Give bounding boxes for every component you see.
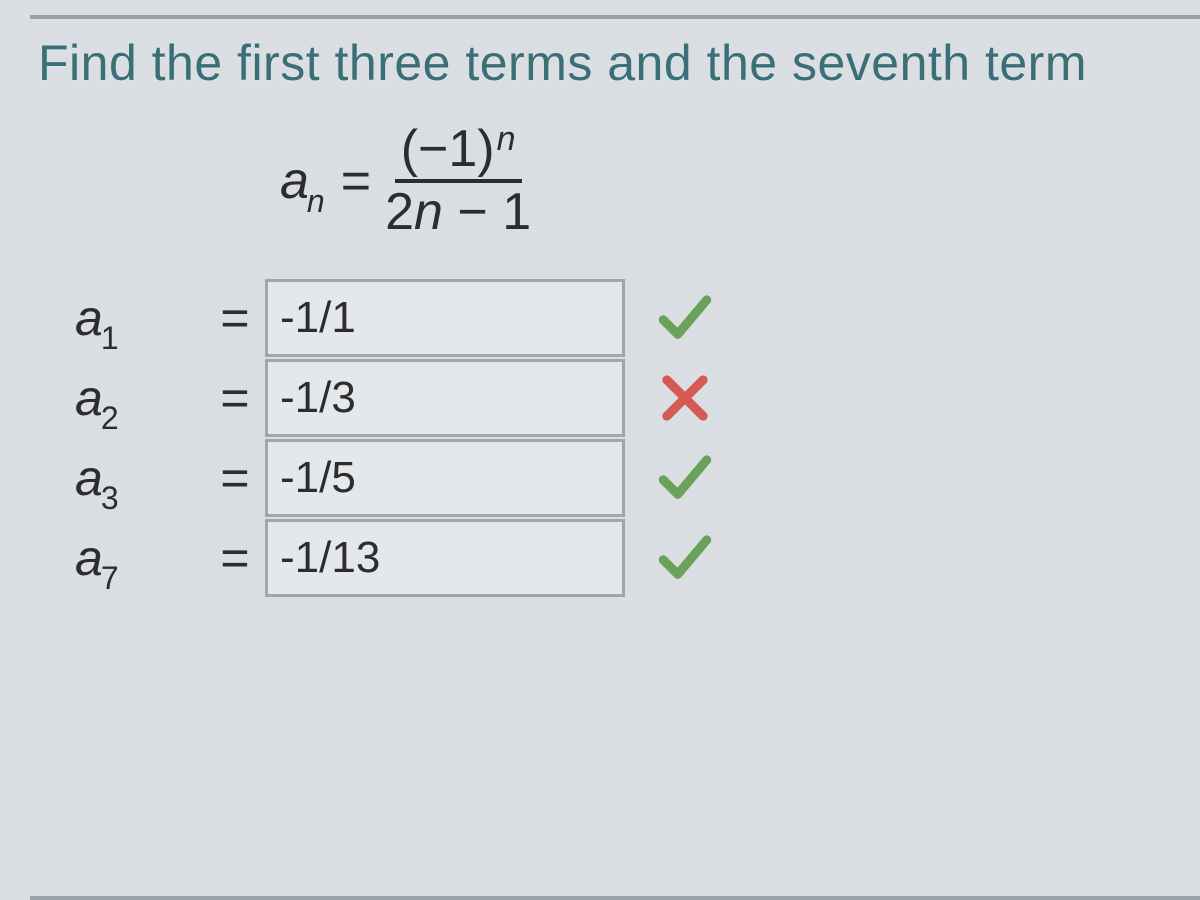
formula-equals: = (341, 155, 371, 207)
answer-row-a2: a2 = (75, 359, 1200, 437)
answers-block: a1 = a2 = a3 = (75, 279, 1200, 597)
formula-fraction: (−1)n 2n − 1 (385, 122, 531, 239)
question-frame: Find the first three terms and the seven… (30, 15, 1200, 900)
term-label-a3: a3 (75, 449, 205, 507)
answer-input-a2[interactable] (265, 359, 625, 437)
term-sub: 7 (101, 560, 119, 597)
equals-sign: = (205, 369, 265, 427)
numerator-base: (−1) (401, 120, 495, 178)
formula-lhs-sub: n (307, 185, 325, 217)
denominator-op: − (443, 183, 502, 241)
term-var: a (75, 529, 103, 587)
answer-input-a3[interactable] (265, 439, 625, 517)
term-label-a7: a7 (75, 529, 205, 587)
term-sub: 1 (101, 320, 119, 357)
check-icon (655, 288, 715, 348)
answer-row-a7: a7 = (75, 519, 1200, 597)
numerator-exponent: n (497, 120, 516, 158)
denominator-const: 1 (502, 183, 531, 241)
sequence-formula: an = (−1)n 2n − 1 (280, 122, 1200, 239)
term-label-a1: a1 (75, 289, 205, 347)
term-label-a2: a2 (75, 369, 205, 427)
formula-lhs-var: a (280, 155, 309, 207)
term-sub: 3 (101, 480, 119, 517)
answer-input-a1[interactable] (265, 279, 625, 357)
term-sub: 2 (101, 400, 119, 437)
answer-row-a1: a1 = (75, 279, 1200, 357)
question-text: Find the first three terms and the seven… (38, 34, 1200, 92)
term-var: a (75, 369, 103, 427)
equals-sign: = (205, 449, 265, 507)
check-icon (655, 528, 715, 588)
equals-sign: = (205, 529, 265, 587)
denominator-coeff: 2 (385, 183, 414, 241)
formula-denominator: 2n − 1 (385, 183, 531, 240)
check-icon (655, 448, 715, 508)
term-var: a (75, 449, 103, 507)
equals-sign: = (205, 289, 265, 347)
answer-row-a3: a3 = (75, 439, 1200, 517)
formula-numerator: (−1)n (395, 122, 522, 183)
formula-lhs: an (280, 155, 327, 207)
term-var: a (75, 289, 103, 347)
cross-icon (655, 368, 715, 428)
denominator-var: n (414, 183, 443, 241)
answer-input-a7[interactable] (265, 519, 625, 597)
